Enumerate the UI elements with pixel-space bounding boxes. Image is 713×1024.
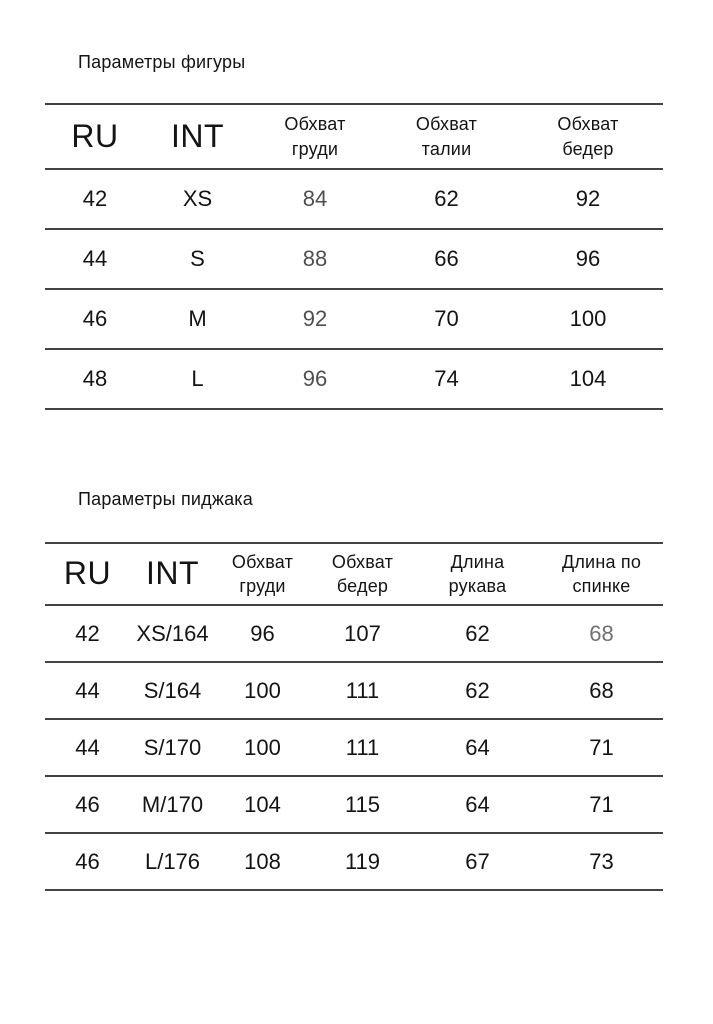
table-cell: 44 [45, 719, 130, 777]
table-cell: 111 [310, 719, 415, 777]
header-row: RU INT Обхват груди Обхват талии Обхват беде… [45, 104, 663, 170]
table-cell: 104 [215, 776, 310, 834]
table-cell: 66 [380, 229, 513, 290]
header-row: RU INT Обхват груди Обхват бедер Длина рукав… [45, 543, 663, 606]
table-cell: L [145, 349, 250, 410]
table-cell: 62 [380, 169, 513, 230]
table-cell: 62 [415, 662, 540, 720]
table-cell: 42 [45, 169, 145, 230]
column-header: INT [145, 104, 250, 170]
jacket-params-table: RU INT Обхват груди Обхват бедер Длина рукав… [45, 542, 663, 891]
figure-params-section: Параметры фигуры RU INT Обхват груди Обхват… [45, 52, 663, 410]
jacket-params-section: Параметры пиджака RU INT Обхват груди Обхва… [45, 489, 663, 891]
column-header: INT [130, 543, 215, 606]
table-cell: 64 [415, 776, 540, 834]
table-cell: S/164 [130, 662, 215, 720]
table-cell: 92 [250, 289, 380, 350]
column-header: Длина рукава [415, 543, 540, 606]
figure-params-title: Параметры фигуры [78, 52, 246, 72]
column-header: RU [45, 543, 130, 606]
table-cell: 100 [215, 662, 310, 720]
table-cell: 42 [45, 605, 130, 663]
table-cell: 70 [380, 289, 513, 350]
table-cell: 84 [250, 169, 380, 230]
column-header: Обхват бедер [513, 104, 663, 170]
column-header: RU [45, 104, 145, 170]
column-header: Обхват груди [250, 104, 380, 170]
table-cell: XS/164 [130, 605, 215, 663]
table-row: 46 M 92 70 100 [45, 289, 663, 350]
table-row: 44 S 88 66 96 [45, 229, 663, 290]
table-row: 46 L/176 108 119 67 73 [45, 833, 663, 891]
column-header: Обхват талии [380, 104, 513, 170]
table-cell: 71 [540, 719, 663, 777]
table-row: 48 L 96 74 104 [45, 349, 663, 410]
table-cell: XS [145, 169, 250, 230]
table-row: 42 XS 84 62 92 [45, 169, 663, 230]
table-cell: 104 [513, 349, 663, 410]
table-cell: 119 [310, 833, 415, 891]
table-row: 42 XS/164 96 107 62 68 [45, 605, 663, 663]
table-cell: S [145, 229, 250, 290]
table-row: 46 M/170 104 115 64 71 [45, 776, 663, 834]
table-cell: 92 [513, 169, 663, 230]
table-cell: 73 [540, 833, 663, 891]
table-cell: 74 [380, 349, 513, 410]
table-cell: S/170 [130, 719, 215, 777]
table-cell: 115 [310, 776, 415, 834]
table-cell: 64 [415, 719, 540, 777]
table-cell: L/176 [130, 833, 215, 891]
figure-params-table: RU INT Обхват груди Обхват талии Обхват беде… [45, 103, 663, 410]
table-cell: 46 [45, 776, 130, 834]
table-cell: 100 [215, 719, 310, 777]
column-header: Обхват груди [215, 543, 310, 606]
table-cell: 96 [215, 605, 310, 663]
jacket-params-title: Параметры пиджака [78, 489, 253, 509]
table-cell: 62 [415, 605, 540, 663]
table-cell: 44 [45, 229, 145, 290]
table-cell: M [145, 289, 250, 350]
table-cell: 100 [513, 289, 663, 350]
table-cell: 111 [310, 662, 415, 720]
table-cell: 68 [540, 605, 663, 663]
table-cell: 67 [415, 833, 540, 891]
column-header: Длина по спинке [540, 543, 663, 606]
table-cell: 107 [310, 605, 415, 663]
table-row: 44 S/170 100 111 64 71 [45, 719, 663, 777]
table-cell: 44 [45, 662, 130, 720]
table-cell: 71 [540, 776, 663, 834]
table-cell: 88 [250, 229, 380, 290]
table-cell: M/170 [130, 776, 215, 834]
column-header: Обхват бедер [310, 543, 415, 606]
table-cell: 46 [45, 289, 145, 350]
table-cell: 96 [513, 229, 663, 290]
table-cell: 68 [540, 662, 663, 720]
table-cell: 96 [250, 349, 380, 410]
table-row: 44 S/164 100 111 62 68 [45, 662, 663, 720]
table-cell: 46 [45, 833, 130, 891]
table-cell: 108 [215, 833, 310, 891]
table-cell: 48 [45, 349, 145, 410]
